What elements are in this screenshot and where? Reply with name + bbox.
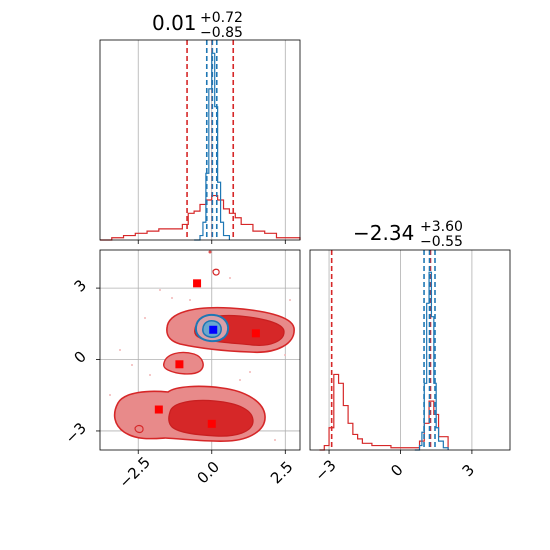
joint-frame (99, 249, 301, 451)
truth-markers (154, 279, 260, 428)
marginal-y-frame (309, 249, 511, 451)
tick-label-y: 0 (71, 348, 90, 367)
title-y-lower: −0.55 (420, 234, 463, 250)
truth-marker-red (175, 360, 184, 369)
tick-label-y: 3 (71, 276, 90, 295)
scatter-samples (109, 250, 291, 441)
marginal-x-frame (99, 39, 301, 241)
title-x-value: 0.01 (152, 11, 197, 35)
marginal-y-panel (310, 250, 510, 450)
tick-label-y: −3 (62, 419, 90, 447)
truth-marker-red (207, 419, 216, 428)
truth-marker-red (193, 279, 202, 288)
title-y: −2.34 +3.60 −0.55 (353, 219, 463, 250)
marginal-y-histograms (319, 250, 449, 451)
histogram-x-series-1 (194, 52, 231, 241)
truth-marker-red (154, 405, 163, 414)
tick-label-x: 2.5 (267, 458, 297, 488)
title-x-lower: −0.85 (200, 25, 243, 41)
title-y-upper: +3.60 (420, 219, 463, 235)
contour-small-top (212, 268, 220, 276)
marginal-x-histograms (100, 40, 301, 241)
truth-marker-red (251, 329, 260, 338)
tick-label-x3: 3 (459, 461, 478, 480)
title-x-upper: +0.72 (200, 10, 243, 26)
tick-label-x: −2.5 (115, 453, 153, 491)
tick-label-x3: −3 (311, 456, 339, 484)
tick-label-x3: 0 (387, 461, 406, 480)
truth-marker-blue (209, 325, 218, 334)
histogram-y-series-1 (414, 271, 449, 451)
contour-small-left (134, 424, 144, 434)
title-y-value: −2.34 (353, 221, 414, 245)
title-x: 0.01 +0.72 −0.85 (152, 10, 243, 41)
tick-label-x: 0.0 (193, 458, 223, 488)
contour-lower-inner (168, 399, 254, 437)
